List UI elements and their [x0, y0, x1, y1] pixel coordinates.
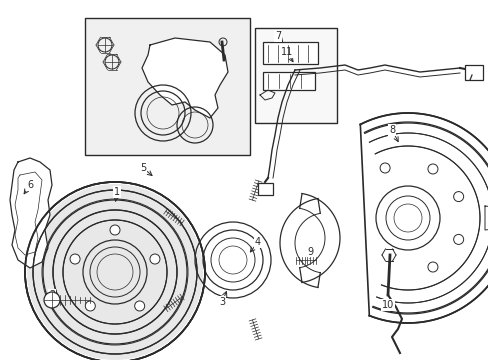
Circle shape [453, 192, 463, 202]
Bar [263, 72, 314, 90]
Text: 8: 8 [388, 125, 394, 135]
Circle shape [150, 254, 160, 264]
Circle shape [379, 163, 389, 173]
Circle shape [85, 301, 95, 311]
Text: 1: 1 [114, 187, 120, 197]
Bar [464, 65, 482, 80]
Bar [263, 42, 317, 64]
Text: 3: 3 [219, 297, 224, 307]
Bar [258, 183, 272, 195]
Polygon shape [142, 38, 227, 118]
Circle shape [427, 164, 437, 174]
Bar [85, 18, 249, 155]
Circle shape [25, 182, 204, 360]
Text: 10: 10 [381, 300, 393, 310]
Circle shape [70, 254, 80, 264]
Circle shape [427, 262, 437, 272]
Polygon shape [280, 199, 320, 287]
Text: 11: 11 [280, 47, 292, 57]
Polygon shape [299, 194, 339, 283]
Circle shape [134, 301, 144, 311]
Text: 7: 7 [274, 31, 281, 41]
Polygon shape [10, 158, 52, 268]
Polygon shape [484, 206, 488, 230]
Circle shape [110, 225, 120, 235]
Text: 2: 2 [49, 290, 55, 300]
Text: 9: 9 [306, 247, 312, 257]
Polygon shape [360, 113, 488, 323]
Text: 4: 4 [254, 237, 261, 247]
Text: 5: 5 [140, 163, 146, 173]
Circle shape [453, 234, 463, 244]
Circle shape [27, 184, 203, 360]
Bar [254, 28, 336, 123]
Text: 6: 6 [27, 180, 33, 190]
Circle shape [44, 292, 60, 308]
